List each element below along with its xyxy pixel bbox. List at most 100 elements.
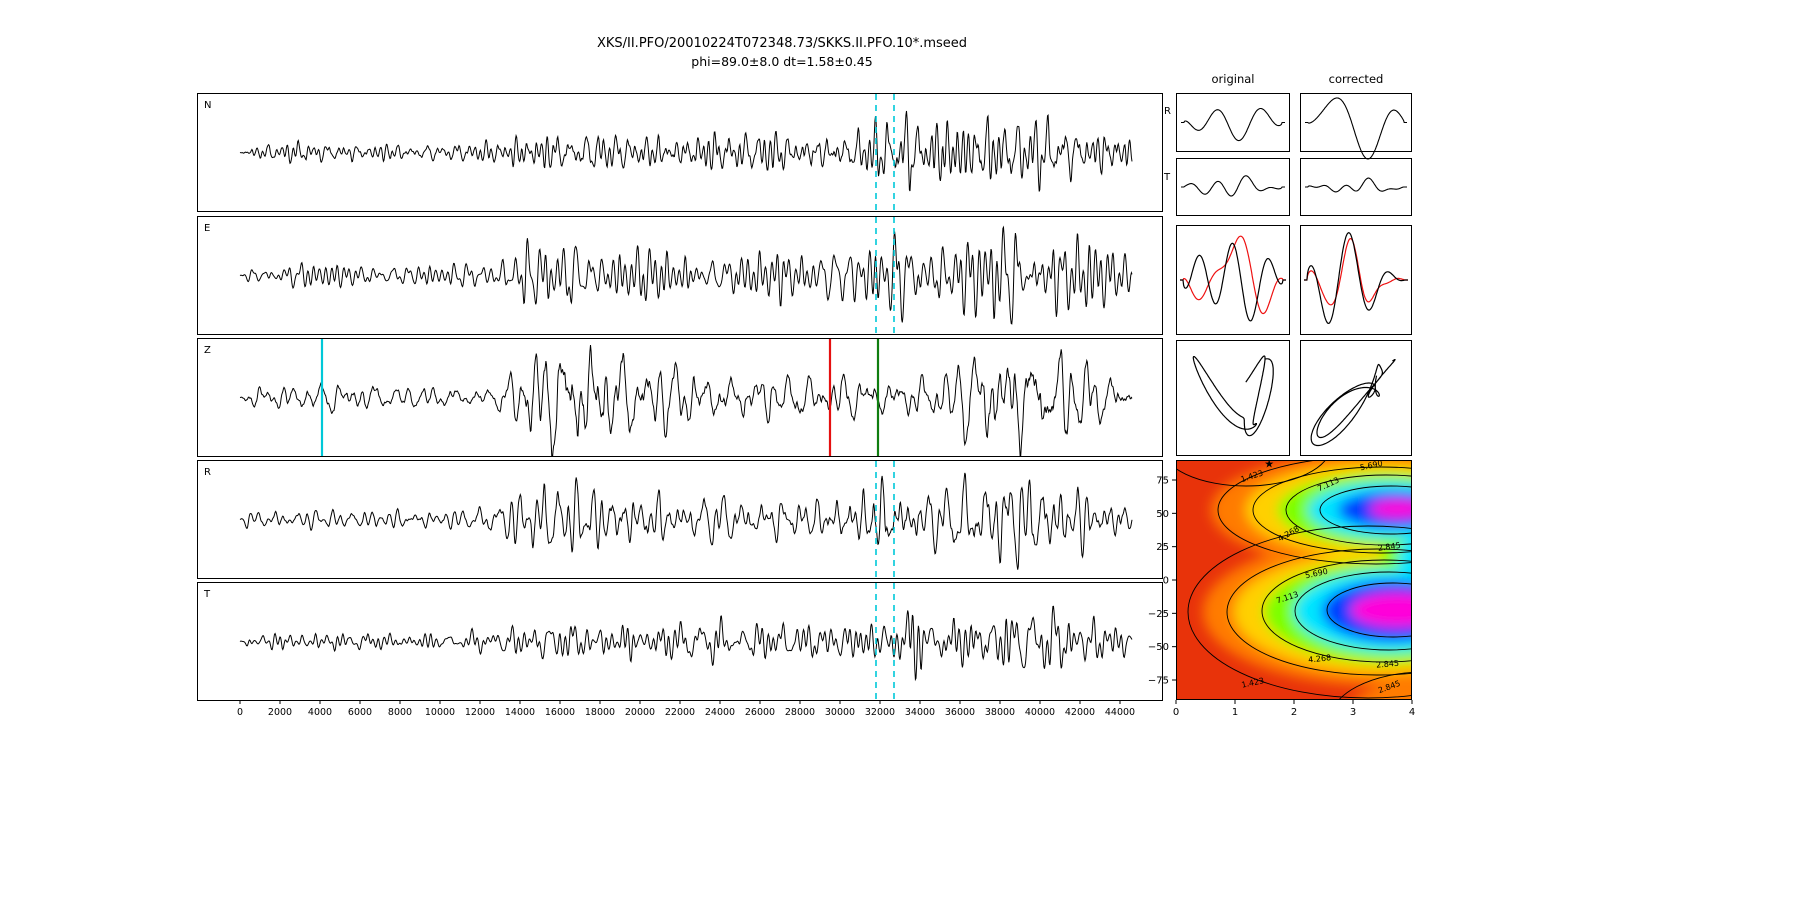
seismic-trace-N (239, 110, 1133, 192)
map-x-tick-label: 1 (1232, 707, 1238, 718)
map-y-tick-label: 25 (1156, 542, 1169, 553)
compare-trace-original (1180, 242, 1286, 322)
map-x-tick-label: 0 (1173, 707, 1179, 718)
particle-motion-curve-corrected (1310, 359, 1396, 447)
figure-subtitle: phi=89.0±8.0 dt=1.58±0.45 (691, 54, 873, 69)
waveform-panel-T: T (197, 582, 1163, 701)
window-panel-T-original (1176, 158, 1290, 216)
map-y-tick-label: 50 (1156, 509, 1169, 520)
channel-label-N: N (204, 100, 211, 111)
x-tick-label: 14000 (505, 707, 535, 718)
map-x-tick-label: 2 (1291, 707, 1297, 718)
contour-label: 4.268 (1308, 653, 1332, 664)
contour-line (1226, 548, 1412, 676)
panel-border (1176, 340, 1290, 456)
x-tick-label: 6000 (348, 707, 372, 718)
window-trace-T-original (1181, 175, 1285, 197)
x-tick-label: 26000 (745, 707, 775, 718)
x-tick-label: 8000 (388, 707, 412, 718)
contour-label: 2.845 (1376, 659, 1400, 670)
map-x-tick-label: 3 (1350, 707, 1356, 718)
panel-border (197, 338, 1163, 457)
window-trace-T-corrected (1305, 177, 1407, 193)
x-tick-label: 44000 (1105, 707, 1135, 718)
x-tick-label: 22000 (665, 707, 695, 718)
x-tick-label: 28000 (785, 707, 815, 718)
x-tick-label: 12000 (465, 707, 495, 718)
contour-line (1217, 460, 1412, 565)
column-header-original: original (1211, 72, 1255, 86)
particle-motion-panel-original (1176, 340, 1290, 456)
map-y-tick-label: 0 (1163, 576, 1169, 587)
waveform-panel-Z: Z (197, 338, 1163, 457)
x-tick-label: 40000 (1025, 707, 1055, 718)
x-axis: 0 2000 4000 6000 8000 10000 12000 14000 16000 180… (237, 700, 1415, 718)
panel-border (1300, 93, 1412, 152)
x-tick-label: 16000 (545, 707, 575, 718)
panel-border (1176, 158, 1290, 216)
x-tick-label: 42000 (1065, 707, 1095, 718)
waveform-panel-R: R (197, 460, 1163, 579)
map-y-tick-label: −75 (1148, 676, 1169, 687)
x-tick-label: 10000 (425, 707, 455, 718)
contour-label: 2.845 (1377, 541, 1401, 553)
x-tick-label: 18000 (585, 707, 615, 718)
panel-border (1300, 225, 1412, 335)
map-x-tick-label: 4 (1409, 707, 1415, 718)
panel-border (1300, 158, 1412, 216)
contour-line (1187, 525, 1412, 699)
contour-line (1326, 582, 1412, 638)
contour-line (1261, 559, 1412, 663)
contour-line (1176, 460, 1327, 487)
x-tick-label: 4000 (308, 707, 332, 718)
contour-line (1319, 485, 1412, 535)
figure-title: XKS/II.PFO/20010224T072348.73/SKKS.II.PF… (596, 36, 968, 51)
column-header-corrected: corrected (1328, 72, 1384, 86)
window-trace-R-original (1181, 107, 1285, 142)
window-panel-R-corrected (1300, 93, 1412, 160)
panel-border (197, 93, 1163, 212)
contour-line (1252, 466, 1412, 554)
x-tick-label: 20000 (625, 707, 655, 718)
window-trace-R-corrected (1305, 97, 1407, 160)
window-panel-R-original (1176, 93, 1290, 152)
energy-contours (1176, 460, 1412, 700)
x-tick-label: 24000 (705, 707, 735, 718)
particle-motion-panel-corrected (1300, 340, 1412, 456)
x-tick-label: 2000 (268, 707, 292, 718)
seismic-trace-R (239, 472, 1133, 570)
map-y-tick-label: −50 (1148, 642, 1169, 653)
panel-border (1176, 460, 1412, 700)
channel-label-Z: Z (204, 345, 211, 356)
row-label-T: T (1164, 172, 1171, 183)
panel-border (1176, 225, 1290, 335)
x-tick-label: 38000 (985, 707, 1015, 718)
panel-border (1300, 340, 1412, 456)
row-label-R: R (1164, 106, 1171, 117)
contour-line (1285, 474, 1412, 546)
seismic-trace-T (239, 605, 1133, 682)
channel-label-E: E (204, 223, 210, 234)
energy-map: 1.4235.6907.1134.2682.8455.6907.1134.268… (1148, 458, 1412, 700)
x-tick-label: 0 (237, 707, 243, 718)
map-y-tick-label: −25 (1148, 609, 1169, 620)
seismic-trace-E (239, 225, 1133, 325)
waveform-panel-E: E (197, 216, 1163, 335)
best-solution-star-icon: ★ (1264, 458, 1274, 471)
compare-trace-corrected (1304, 232, 1408, 325)
panel-border (1176, 93, 1290, 152)
overlay-trace-original (1180, 235, 1286, 315)
x-tick-label: 34000 (905, 707, 935, 718)
fast-slow-panel-original (1176, 225, 1290, 335)
panel-border (197, 216, 1163, 335)
fast-slow-panel-corrected (1300, 225, 1412, 335)
channel-label-T: T (203, 589, 211, 600)
x-tick-label: 36000 (945, 707, 975, 718)
channel-label-R: R (204, 467, 211, 478)
x-tick-label: 32000 (865, 707, 895, 718)
particle-motion-curve-original (1192, 355, 1274, 437)
map-y-tick-label: 75 (1156, 476, 1169, 487)
contour-line (1294, 571, 1412, 651)
window-panel-T-corrected (1300, 158, 1412, 216)
